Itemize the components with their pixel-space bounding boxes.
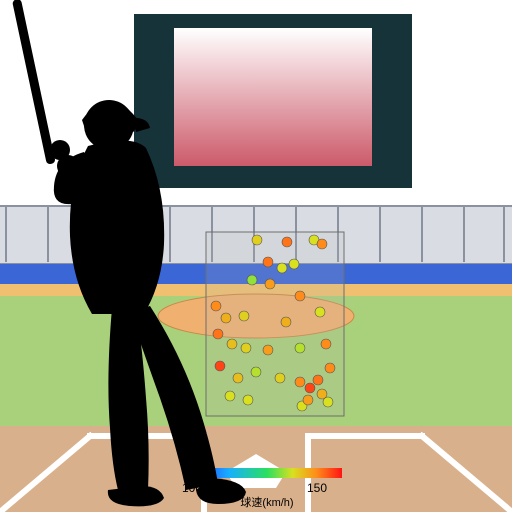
- pitch-point: [239, 311, 249, 321]
- pitch-point: [252, 235, 262, 245]
- pitch-point: [211, 301, 221, 311]
- colorbar-label: 球速(km/h): [240, 495, 293, 509]
- pitch-point: [241, 343, 251, 353]
- pitch-point: [233, 373, 243, 383]
- pitch-point: [243, 395, 253, 405]
- pitch-location-chart: 100150 球速(km/h): [0, 0, 512, 512]
- pitch-point: [213, 329, 223, 339]
- pitch-point: [281, 317, 291, 327]
- pitch-point: [263, 345, 273, 355]
- pitch-point: [315, 307, 325, 317]
- strike-zone: [206, 232, 344, 416]
- pitch-point: [289, 259, 299, 269]
- pitch-point: [295, 343, 305, 353]
- pitch-point: [277, 263, 287, 273]
- pitch-point: [303, 395, 313, 405]
- pitch-point: [313, 375, 323, 385]
- pitch-point: [321, 339, 331, 349]
- pitch-point: [325, 363, 335, 373]
- scoreboard-screen: [174, 28, 372, 166]
- pitch-point: [247, 275, 257, 285]
- pitch-point: [215, 361, 225, 371]
- pitch-point: [275, 373, 285, 383]
- pitch-point: [295, 377, 305, 387]
- pitch-point: [323, 397, 333, 407]
- pitch-point: [263, 257, 273, 267]
- pitch-point: [317, 239, 327, 249]
- pitch-point: [282, 237, 292, 247]
- pitch-point: [225, 391, 235, 401]
- pitch-point: [305, 383, 315, 393]
- scoreboard: [134, 14, 412, 188]
- colorbar-tick: 150: [307, 481, 327, 495]
- pitch-point: [251, 367, 261, 377]
- pitch-point: [221, 313, 231, 323]
- pitch-point: [265, 279, 275, 289]
- pitch-point: [295, 291, 305, 301]
- pitch-point: [227, 339, 237, 349]
